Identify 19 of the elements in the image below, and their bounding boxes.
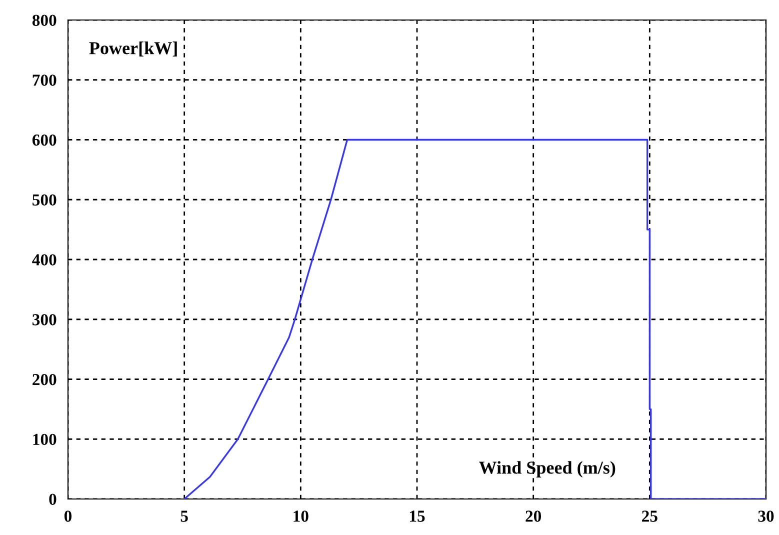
y-tick-label: 200: [32, 374, 56, 386]
y-tick-label: 100: [33, 434, 56, 446]
x-tick-label: 15: [410, 510, 425, 522]
line-series: [184, 138, 766, 499]
y-axis-title: Power[kW]: [89, 42, 177, 56]
x-tick-label: 10: [294, 510, 308, 522]
y-tick-label: 500: [32, 194, 56, 206]
y-tick-label: 600: [32, 134, 56, 146]
y-tick-label: 300: [32, 314, 56, 326]
x-tick-label: 0: [64, 510, 72, 522]
x-axis-title: Wind Speed (m/s): [479, 461, 616, 478]
x-tick-label: 20: [526, 510, 542, 522]
x-tick-label: 25: [642, 510, 658, 522]
y-tick-label: 400: [32, 254, 56, 266]
y-tick-label: 700: [32, 74, 56, 86]
x-tick-label: 5: [180, 510, 188, 522]
x-tick-label: 30: [758, 510, 774, 522]
y-tick-label: 0: [49, 494, 56, 505]
y-tick-label: 800: [32, 14, 56, 26]
